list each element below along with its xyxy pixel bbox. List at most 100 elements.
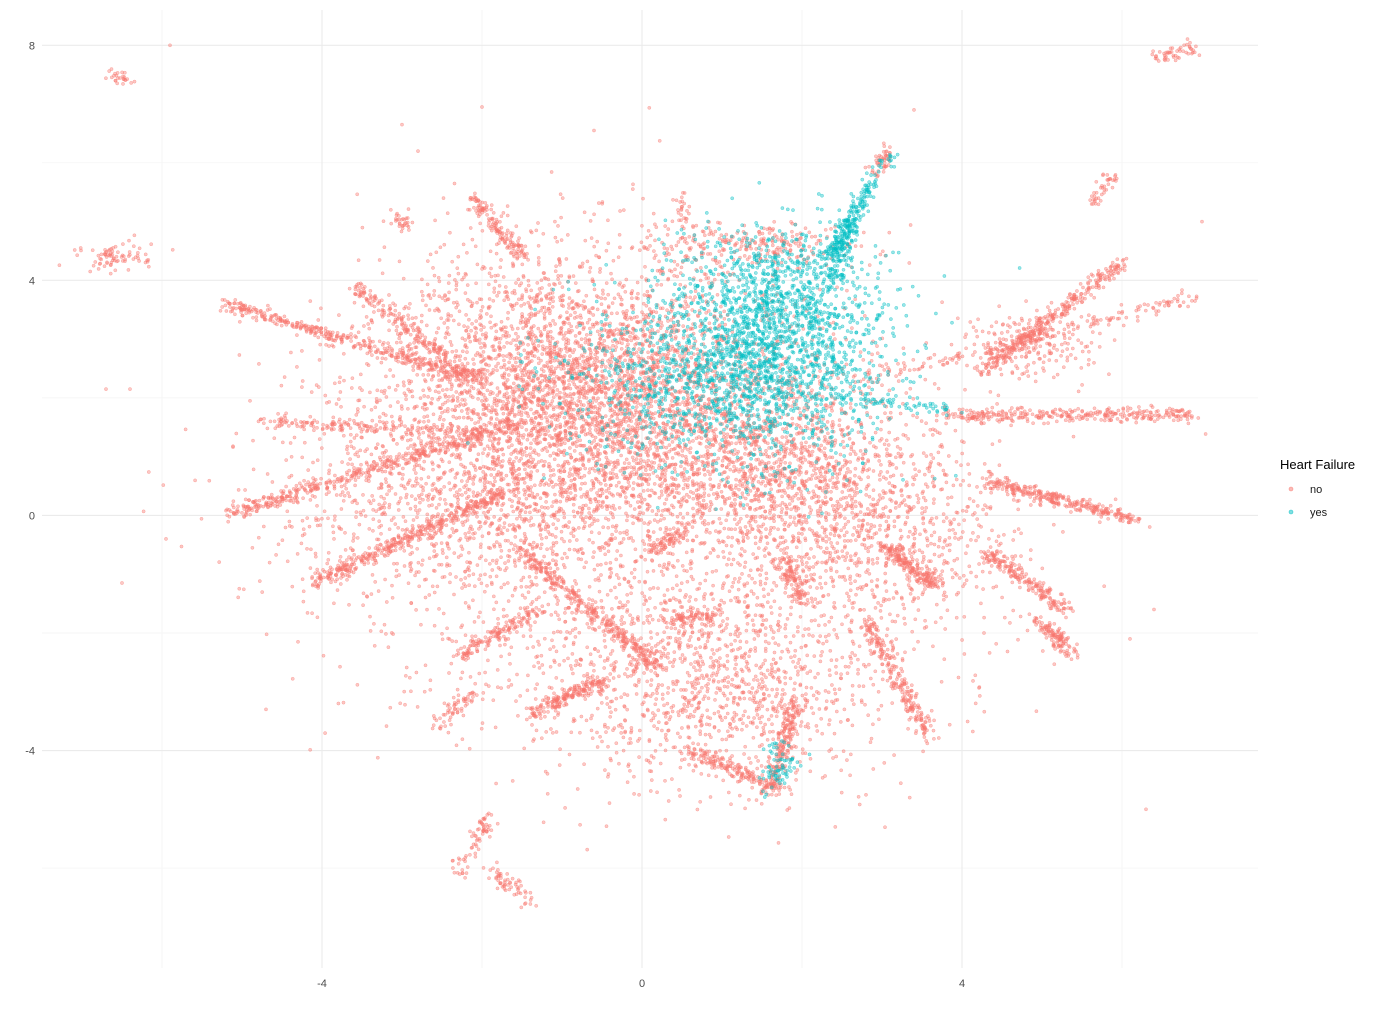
point-no [537,327,540,330]
point-no [565,311,568,314]
point-no [635,296,638,299]
point-no [500,465,503,468]
point-no [402,381,405,384]
point-no [342,352,345,355]
point-no [738,440,741,443]
point-no [684,300,687,303]
point-no [257,362,260,365]
point-no [415,477,418,480]
point-no [423,394,426,397]
point-no [332,537,335,540]
point-no [423,408,426,411]
point-no [601,289,604,292]
point-no [479,346,482,349]
point-no [261,591,264,594]
point-no [422,420,425,423]
point-no [421,294,424,297]
point-no [552,300,555,303]
point-no [521,315,524,318]
point-no [457,272,460,275]
point-no [616,549,619,552]
point-no [569,491,572,494]
point-no [754,475,757,478]
point-no [668,444,671,447]
point-no [679,391,682,394]
point-no [397,502,400,505]
point-no [880,384,883,387]
point-no [878,439,881,442]
point-no [590,237,593,240]
point-no [289,441,292,444]
point-no [575,404,578,407]
point-no [549,348,552,351]
point-no [837,377,840,380]
point-no [411,395,414,398]
point-no [488,272,491,275]
point-no [555,500,558,503]
point-no [476,339,479,342]
point-no [385,395,388,398]
point-no [503,562,506,565]
point-no [439,246,442,249]
point-no [613,586,616,589]
point-no [545,352,548,355]
point-no [478,578,481,581]
point-no [508,395,511,398]
point-no [394,388,397,391]
point-no [601,292,604,295]
point-no [811,423,814,426]
point-no [483,481,486,484]
point-no [554,322,557,325]
point-no [420,439,423,442]
point-no [554,535,557,538]
point-no [564,331,567,334]
point-no [683,467,686,470]
point-no [619,209,622,212]
point-no [620,347,623,350]
point-no [343,494,346,497]
point-no [384,357,387,360]
point-no [663,517,666,520]
point-no [524,402,527,405]
point-no [443,410,446,413]
point-no [660,493,663,496]
point-no [585,381,588,384]
point-no [612,516,615,519]
point-no [385,481,388,484]
point-no [429,401,432,404]
point-no [580,495,583,498]
point-no [599,464,602,467]
point-no [527,459,530,462]
point-no [685,403,688,406]
point-no [578,476,581,479]
point-no [318,358,321,361]
point-no [543,312,546,315]
point-no [722,471,725,474]
point-no [275,553,278,556]
point-no [596,431,599,434]
point-no [396,384,399,387]
point-no [588,585,591,588]
point-no [582,387,585,390]
point-no [708,397,711,400]
point-no [497,442,500,445]
point-no [469,340,472,343]
point-no [520,282,523,285]
point-no [717,273,720,276]
point-no [448,461,451,464]
point-no [365,362,368,365]
point-no [571,473,574,476]
point-no [537,435,540,438]
point-no [466,488,469,491]
point-no [469,476,472,479]
point-no [557,258,560,261]
point-no [605,329,608,332]
point-no [623,446,626,449]
point-no [924,378,927,381]
point-no [536,281,539,284]
point-no [573,316,576,319]
point-no [405,493,408,496]
point-no [372,499,375,502]
point-no [560,239,563,242]
point-no [437,384,440,387]
